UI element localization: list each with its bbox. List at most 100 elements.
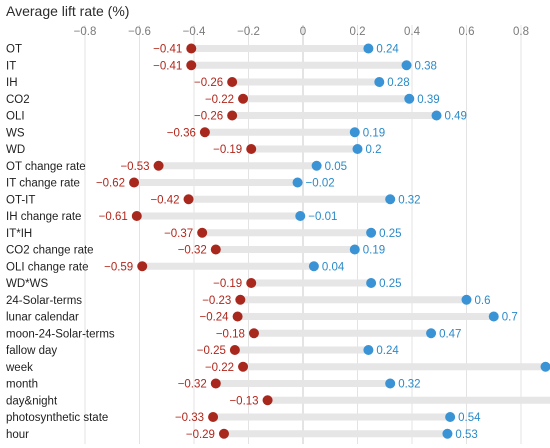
max-point: [363, 345, 374, 355]
x-tick-label: 0.6: [459, 26, 475, 38]
category-label: OLI: [6, 111, 25, 123]
max-point: [308, 261, 319, 272]
value-labels: −0.41 0.24 −0.41 0.38 −0.26 0.28 −0.22 0.39 −0.2…: [96, 44, 518, 441]
chart-title: Average lift rate (%): [6, 3, 129, 19]
min-value-label: −0.25: [197, 345, 226, 357]
category-label: OT: [6, 44, 22, 56]
min-point: [246, 144, 257, 154]
min-value-label: −0.53: [120, 161, 149, 173]
category-label: IT: [6, 60, 16, 72]
max-point: [349, 244, 360, 255]
min-point: [153, 160, 164, 171]
min-value-label: −0.37: [164, 228, 193, 240]
max-value-label: 0.04: [322, 261, 345, 273]
max-value-label: 0.32: [398, 379, 420, 391]
max-point: [426, 328, 437, 339]
category-label: CO2 change rate: [6, 245, 94, 257]
min-value-label: −0.23: [202, 295, 231, 307]
min-point: [186, 43, 197, 54]
min-value-label: −0.19: [213, 144, 242, 156]
max-point: [442, 428, 453, 439]
min-point: [208, 412, 219, 422]
max-point: [349, 127, 360, 138]
category-label: 24-Solar-terms: [6, 295, 82, 307]
max-value-label: 0.7: [502, 312, 518, 324]
max-point: [461, 294, 472, 305]
category-label: week: [5, 362, 33, 374]
max-value-label: 0.19: [363, 127, 385, 139]
max-point: [295, 211, 306, 221]
min-value-label: −0.32: [178, 245, 207, 257]
min-value-label: −0.42: [150, 194, 179, 206]
category-label: IH change rate: [6, 211, 81, 223]
category-label: OLI change rate: [6, 261, 88, 273]
max-point: [488, 311, 499, 322]
max-point: [431, 110, 442, 121]
min-point: [210, 378, 221, 389]
max-value-label: 0.53: [455, 429, 477, 441]
max-point: [292, 177, 303, 188]
x-tick-label: −0.6: [128, 26, 151, 38]
category-label: WD: [6, 144, 25, 156]
max-value-label: 0.25: [379, 278, 401, 290]
max-value-label: 0.19: [363, 245, 385, 257]
category-label: lunar calendar: [6, 312, 79, 324]
max-value-label: −0.01: [308, 211, 337, 223]
max-point: [374, 77, 385, 87]
max-value-label: 0.49: [445, 111, 467, 123]
category-label: month: [6, 379, 38, 391]
category-label: IT change rate: [6, 178, 80, 190]
min-point: [227, 110, 238, 121]
min-point: [232, 311, 243, 322]
min-point: [186, 60, 197, 71]
max-value-label: 0.28: [387, 77, 409, 89]
min-point: [238, 361, 249, 372]
max-point: [366, 227, 377, 238]
min-value-label: −0.18: [216, 328, 245, 340]
category-label: OT change rate: [6, 161, 86, 173]
category-label: CO2: [6, 94, 30, 106]
min-point: [183, 194, 194, 205]
max-value-label: 0.24: [376, 44, 399, 56]
category-label: hour: [6, 429, 29, 441]
max-point: [366, 278, 377, 288]
min-value-label: −0.36: [167, 127, 196, 139]
min-value-label: −0.59: [104, 261, 133, 273]
min-point: [229, 345, 240, 355]
max-point: [363, 43, 374, 54]
max-point: [445, 412, 456, 422]
range-bars: [130, 45, 550, 438]
min-value-label: −0.24: [199, 312, 229, 324]
min-value-label: −0.41: [153, 44, 182, 56]
category-label: WD*WS: [6, 278, 48, 290]
max-value-label: 0.38: [415, 60, 437, 72]
min-point: [235, 294, 246, 305]
min-value-label: −0.33: [175, 412, 204, 424]
max-point: [401, 60, 412, 71]
min-point: [246, 278, 257, 288]
min-value-label: −0.61: [99, 211, 128, 223]
max-point: [385, 378, 396, 389]
max-value-label: 0.47: [439, 328, 461, 340]
max-value-label: 0.25: [379, 228, 401, 240]
min-point: [131, 211, 142, 221]
category-label: photosynthetic state: [6, 412, 108, 424]
max-point: [311, 160, 322, 171]
min-point: [238, 93, 249, 104]
category-label: day&night: [6, 395, 58, 407]
category-labels: OT IT IH CO2 OLI WS WD OT change rate IT change …: [5, 44, 115, 441]
x-tick-label: −0.4: [183, 26, 206, 38]
x-tick-label: 0.8: [513, 26, 529, 38]
min-point: [129, 177, 140, 188]
min-point: [227, 77, 238, 87]
x-axis-ticks: −0.8−0.6−0.4−0.200.20.40.60.81: [74, 26, 529, 38]
x-tick-label: −0.8: [74, 26, 97, 38]
x-tick-label: 0: [300, 26, 306, 38]
max-value-label: 0.24: [376, 345, 399, 357]
max-point: [352, 144, 363, 154]
max-point: [385, 194, 396, 205]
max-value-label: 0.6: [475, 295, 491, 307]
min-point: [137, 261, 148, 272]
min-value-label: −0.26: [194, 111, 223, 123]
